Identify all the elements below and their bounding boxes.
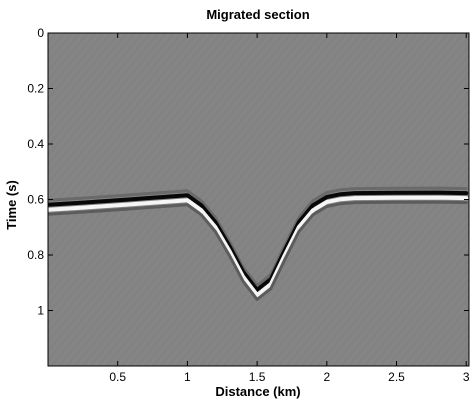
x-tick-label: 2 — [323, 370, 330, 384]
y-tick-label: 0.4 — [27, 137, 44, 151]
reflector-trough — [48, 190, 469, 292]
reflector-sidelobe-lower — [48, 200, 468, 301]
y-axis-ticks: 0 0.2 0.4 0.6 0.8 1 — [27, 26, 469, 318]
x-tick-label: 1 — [184, 370, 191, 384]
y-tick-label: 1 — [37, 304, 44, 318]
y-axis-label: Time (s) — [4, 180, 19, 230]
chart-title: Migrated section — [206, 7, 309, 22]
reflector-event — [48, 186, 469, 301]
x-tick-label: 1.5 — [249, 370, 266, 384]
y-tick-label: 0.8 — [27, 248, 44, 262]
reflector-peak — [48, 195, 469, 297]
x-axis-ticks: 0.5 1 1.5 2 2.5 3 — [109, 33, 470, 384]
x-axis-label: Distance (km) — [215, 384, 300, 399]
y-tick-label: 0.6 — [27, 193, 44, 207]
x-tick-label: 3 — [463, 370, 470, 384]
x-tick-label: 2.5 — [388, 370, 405, 384]
reflector-sidelobe-upper — [48, 186, 468, 287]
x-tick-label: 0.5 — [109, 370, 126, 384]
y-tick-label: 0 — [37, 26, 44, 40]
y-tick-label: 0.2 — [27, 82, 44, 96]
